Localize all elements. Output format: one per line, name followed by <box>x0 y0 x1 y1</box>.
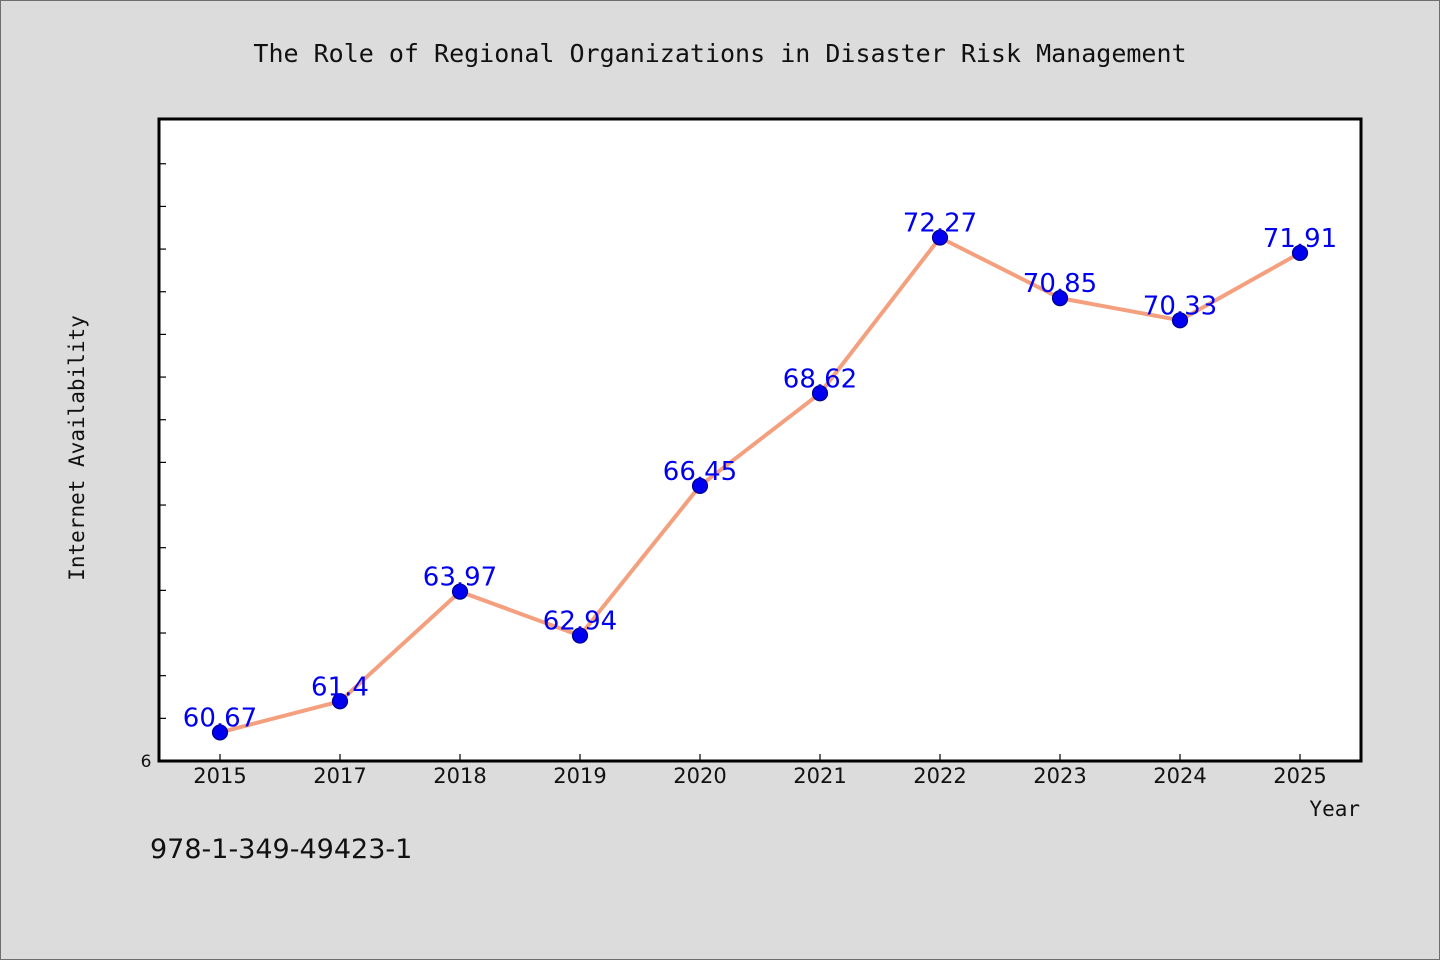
x-tick-label: 2023 <box>1033 764 1086 788</box>
data-labels: 60.67 61.4 63.97 62.94 66.45 68.62 72.27 70.85 7… <box>183 209 1337 734</box>
x-tick-label: 2025 <box>1273 764 1326 788</box>
x-tick-label: 2021 <box>793 764 846 788</box>
data-point-marker <box>331 693 349 710</box>
x-axis-label: Year <box>1309 797 1360 821</box>
data-label: 61.4 <box>311 672 369 702</box>
data-label: 63.97 <box>423 563 497 593</box>
series-line <box>218 235 1302 735</box>
x-tick-label: 2020 <box>673 764 726 788</box>
data-point-marker <box>1291 244 1309 262</box>
data-point-marker <box>811 385 829 402</box>
isbn-text: 978-1-349-49423-1 <box>150 834 413 865</box>
x-tick-label: 2015 <box>193 764 246 788</box>
x-axis-ticks <box>219 754 1301 761</box>
y-tick-label: 6 <box>141 752 152 772</box>
x-tick-label: 2018 <box>433 764 486 788</box>
y-axis-ticks <box>159 163 166 762</box>
data-label: 68.62 <box>783 364 857 394</box>
data-label: 71.91 <box>1263 224 1337 254</box>
x-tick-label: 2024 <box>1153 764 1206 788</box>
y-axis-label: Internet Availability <box>65 315 89 581</box>
data-label: 72.27 <box>903 209 977 239</box>
data-label: 62.94 <box>543 607 617 637</box>
data-point-marker <box>691 477 709 494</box>
data-point-marker <box>1171 312 1189 329</box>
x-tick-label: 2017 <box>313 764 366 788</box>
data-point-marker <box>211 724 229 741</box>
x-tick-label: 2019 <box>553 764 606 788</box>
data-label: 66.45 <box>663 457 737 487</box>
data-label: 70.85 <box>1023 269 1097 299</box>
data-point-marker <box>451 583 469 600</box>
data-label: 60.67 <box>183 703 257 733</box>
chart-title: The Role of Regional Organizations in Di… <box>253 39 1186 68</box>
x-tick-label: 2022 <box>913 764 966 788</box>
data-label: 70.33 <box>1143 291 1217 321</box>
data-markers <box>211 229 1309 741</box>
data-point-marker <box>931 229 949 246</box>
data-point-marker <box>1051 290 1069 307</box>
data-point-marker <box>571 627 589 644</box>
x-tick-labels: 2015 2017 2018 2019 2020 2021 2022 2023 2024 2025 <box>193 764 1326 788</box>
